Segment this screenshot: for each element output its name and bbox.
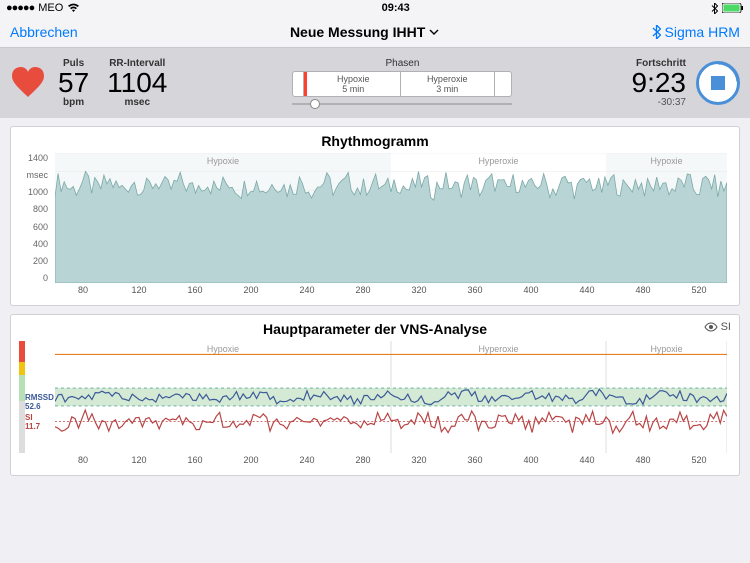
bluetooth-icon xyxy=(652,25,661,39)
phase-cell-empty xyxy=(293,72,303,96)
nav-title[interactable]: Neue Messung IHHT xyxy=(290,24,439,40)
vns-y-labels: RMSSD52.6 SI11.7 xyxy=(25,341,55,453)
phases-track: Hypoxie 5 min Hyperoxie 3 min xyxy=(292,71,512,97)
nav-bar: Abbrechen Neue Messung IHHT Sigma HRM xyxy=(0,16,750,48)
chart2-title: Hauptparameter der VNS-Analyse xyxy=(19,321,731,337)
chart2-x-axis: 80120160200240280320360400440480520 xyxy=(55,455,727,471)
device-button[interactable]: Sigma HRM xyxy=(652,24,740,40)
svg-text:Hyperoxie: Hyperoxie xyxy=(479,156,519,166)
bluetooth-status-icon xyxy=(711,3,718,14)
phase-cell-trail xyxy=(495,72,512,96)
chart1-area: 1400msec10008006004002000 Hypoxie Hyperox… xyxy=(19,153,731,301)
battery-icon xyxy=(722,3,744,13)
svg-text:Hypoxie: Hypoxie xyxy=(650,156,682,166)
rmssd-label: RMSSD52.6 xyxy=(25,393,54,411)
chart2-area: RMSSD52.6 SI11.7 HypoxieHyperoxieHypoxie… xyxy=(19,341,731,471)
si-label: SI11.7 xyxy=(25,413,40,431)
status-time: 09:43 xyxy=(382,2,410,14)
rhythmogramm-panel: Rhythmogramm 1400msec10008006004002000 H… xyxy=(10,126,740,306)
vns-panel: Hauptparameter der VNS-Analyse SI RMSSD5… xyxy=(10,314,740,476)
ios-status-bar: ●●●●● MEO 09:43 xyxy=(0,0,750,16)
chart1-x-axis: 80120160200240280320360400440480520 xyxy=(55,285,727,301)
chart1-plot: Hypoxie Hyperoxie Hypoxie xyxy=(55,153,727,283)
rr-metric: RR-Intervall 1104 msec xyxy=(101,58,173,108)
phases-block: Phasen Hypoxie 5 min Hyperoxie 3 min xyxy=(179,58,625,109)
chart1-y-axis: 1400msec10008006004002000 xyxy=(19,153,51,283)
phase-cell-hypoxie: Hypoxie 5 min xyxy=(304,72,401,96)
eye-icon xyxy=(704,322,718,332)
svg-text:Hyperoxie: Hyperoxie xyxy=(479,344,519,354)
svg-text:Hypoxie: Hypoxie xyxy=(650,344,682,354)
metrics-bar: Puls 57 bpm RR-Intervall 1104 msec Phase… xyxy=(0,48,750,118)
heart-icon xyxy=(10,65,46,101)
svg-text:Hypoxie: Hypoxie xyxy=(207,156,239,166)
chart1-title: Rhythmogramm xyxy=(19,133,731,149)
stop-button[interactable] xyxy=(696,61,740,105)
progress-block: Fortschritt 9:23 -30:37 xyxy=(632,58,691,108)
wifi-icon xyxy=(67,3,80,13)
phases-slider[interactable] xyxy=(292,99,512,109)
chevron-down-icon xyxy=(429,29,439,35)
phase-cell-hyperoxie: Hyperoxie 3 min xyxy=(401,72,495,96)
signal-dots: ●●●●● xyxy=(6,2,34,14)
slider-thumb[interactable] xyxy=(310,99,320,109)
svg-text:Hypoxie: Hypoxie xyxy=(207,344,239,354)
cancel-button[interactable]: Abbrechen xyxy=(10,24,78,40)
carrier-label: MEO xyxy=(38,2,63,14)
chart2-plot: Hypoxie Hyperoxie Hypoxie xyxy=(55,341,727,453)
pulse-metric: Puls 57 bpm xyxy=(52,58,95,108)
si-toggle[interactable]: SI xyxy=(704,321,731,333)
